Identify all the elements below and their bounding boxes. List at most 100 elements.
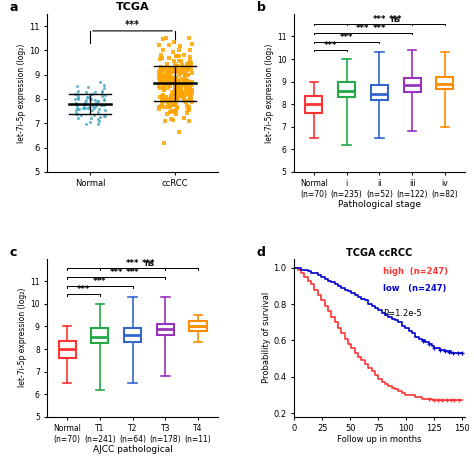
Text: ***: ***: [373, 15, 386, 24]
Text: b: b: [257, 1, 266, 14]
Point: [163, 72, 171, 80]
Point: [80, 104, 87, 112]
Point: [168, 99, 175, 106]
Point: [158, 76, 166, 84]
Point: [161, 87, 168, 94]
Point: [182, 81, 190, 88]
Point: [163, 98, 170, 105]
Point: [99, 88, 106, 95]
Point: [100, 97, 108, 104]
Text: c: c: [10, 245, 18, 258]
Point: [187, 94, 194, 102]
Point: [181, 52, 188, 59]
Point: [184, 81, 191, 88]
Point: [173, 105, 181, 112]
Point: [173, 103, 181, 111]
Point: [101, 91, 109, 98]
Text: ***: ***: [142, 259, 155, 269]
Point: [186, 79, 193, 87]
Point: [169, 116, 176, 124]
Point: [155, 75, 163, 82]
Text: ***: ***: [126, 259, 139, 269]
Point: [186, 34, 193, 42]
Point: [170, 90, 178, 98]
Point: [170, 57, 178, 65]
Point: [169, 73, 176, 81]
Point: [73, 106, 81, 113]
Text: a: a: [10, 1, 18, 14]
X-axis label: Pathological stage: Pathological stage: [338, 200, 421, 209]
Point: [158, 80, 166, 87]
Point: [177, 57, 185, 64]
Point: [164, 97, 171, 105]
Point: [182, 98, 189, 105]
Point: [177, 87, 185, 94]
Point: [182, 99, 190, 106]
Point: [94, 108, 101, 115]
Point: [159, 96, 166, 104]
Title: TCGA ccRCC: TCGA ccRCC: [346, 248, 412, 258]
Point: [185, 103, 192, 111]
Point: [87, 95, 95, 102]
Point: [163, 34, 170, 42]
Point: [176, 68, 184, 75]
Point: [161, 74, 169, 81]
Point: [74, 95, 82, 102]
Point: [177, 83, 185, 90]
Point: [180, 69, 187, 76]
Point: [168, 89, 176, 96]
Point: [88, 107, 96, 114]
Point: [89, 102, 96, 110]
Point: [167, 79, 174, 87]
Point: [178, 88, 186, 95]
Point: [98, 101, 105, 108]
PathPatch shape: [157, 324, 174, 336]
Point: [160, 80, 168, 88]
Point: [171, 82, 179, 89]
Point: [85, 103, 93, 111]
Point: [156, 55, 164, 63]
Point: [161, 77, 168, 84]
Point: [181, 79, 188, 86]
Point: [163, 70, 170, 77]
Point: [101, 106, 109, 113]
Point: [185, 106, 193, 114]
Point: [171, 65, 178, 73]
Point: [182, 88, 190, 96]
Point: [82, 120, 90, 128]
Point: [177, 92, 185, 99]
Point: [73, 82, 81, 90]
Text: ns: ns: [144, 259, 154, 269]
Point: [175, 84, 183, 91]
Point: [188, 99, 196, 106]
Point: [187, 59, 195, 67]
Y-axis label: let-7i-5p expression (log₂): let-7i-5p expression (log₂): [18, 43, 27, 143]
Point: [98, 101, 106, 109]
Point: [158, 94, 165, 101]
Point: [74, 114, 82, 122]
Point: [178, 81, 185, 88]
Point: [165, 77, 173, 85]
Point: [163, 75, 171, 82]
Point: [95, 115, 102, 123]
PathPatch shape: [404, 78, 420, 92]
Text: ***: ***: [77, 285, 90, 294]
Point: [96, 113, 103, 121]
Point: [91, 96, 99, 104]
Point: [172, 107, 180, 114]
Point: [182, 91, 190, 98]
Point: [166, 71, 174, 79]
Point: [166, 71, 174, 78]
Point: [174, 90, 182, 97]
Point: [164, 84, 172, 92]
Point: [158, 54, 166, 62]
Point: [188, 66, 195, 73]
Point: [83, 94, 91, 101]
PathPatch shape: [58, 341, 75, 358]
Point: [158, 93, 166, 100]
Point: [188, 41, 196, 48]
Point: [73, 90, 81, 97]
Text: P=1.2e-5: P=1.2e-5: [383, 309, 421, 318]
Point: [161, 140, 168, 147]
Point: [89, 90, 96, 98]
